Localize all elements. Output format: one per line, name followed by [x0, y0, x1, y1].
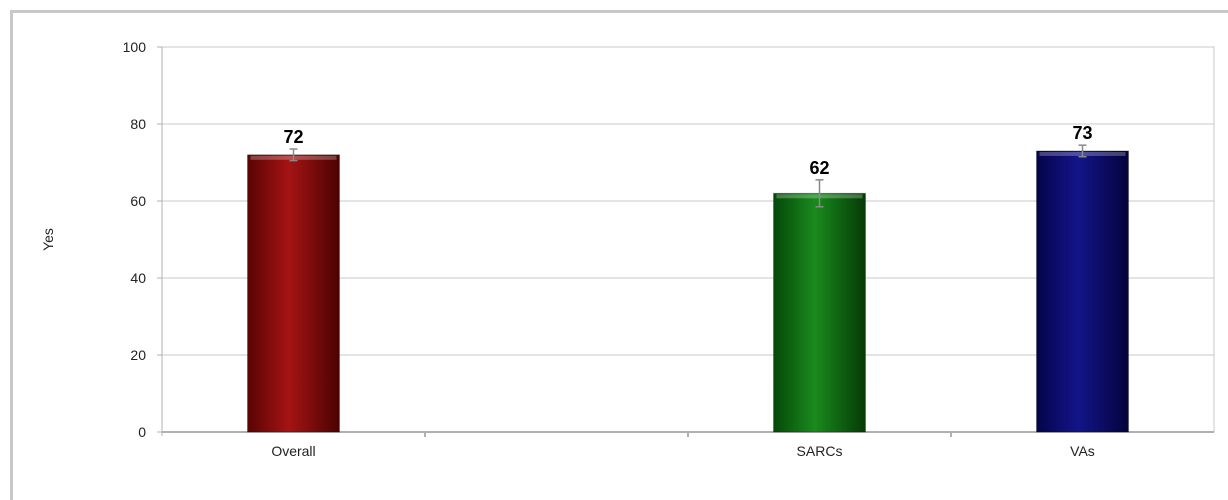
- y-tick-label: 100: [123, 39, 147, 55]
- y-tick-label: 20: [130, 347, 146, 363]
- bar-overall: [247, 154, 340, 433]
- bars: [247, 144, 1129, 433]
- y-tick-label: 40: [130, 270, 146, 286]
- data-label-sarcs: 62: [809, 158, 829, 178]
- x-tick-label-sarcs: SARCs: [797, 443, 843, 459]
- y-axis-title: Yes: [40, 228, 56, 251]
- y-tick-label: 60: [130, 193, 146, 209]
- bar-sarcs: [773, 192, 866, 433]
- bar-vas: [1036, 150, 1129, 433]
- y-tick-label: 80: [130, 116, 146, 132]
- y-tick-label: 0: [138, 424, 146, 440]
- data-label-vas: 73: [1072, 123, 1092, 143]
- x-tick-label-overall: Overall: [271, 443, 315, 459]
- data-label-overall: 72: [283, 127, 303, 147]
- chart-frame: [10, 10, 1228, 500]
- x-tick-label-vas: VAs: [1070, 443, 1095, 459]
- labels: 72 Overall 62 SARCs 73 VAs: [271, 123, 1095, 459]
